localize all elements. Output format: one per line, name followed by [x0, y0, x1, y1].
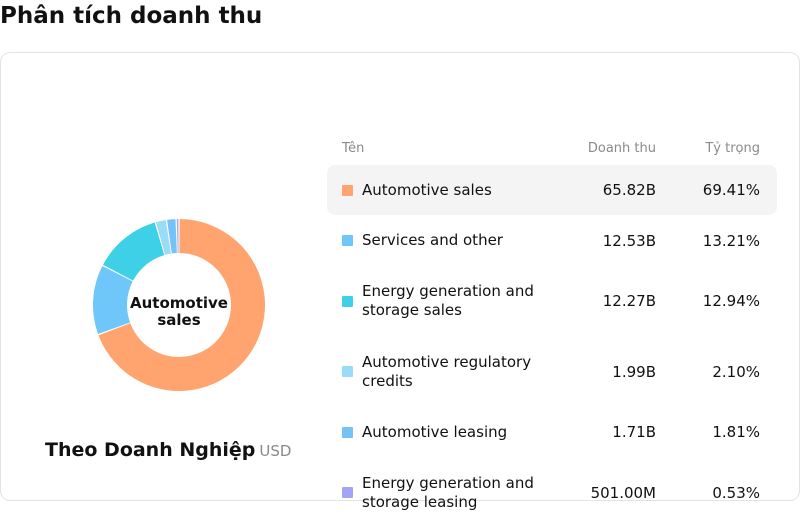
legend-swatch: [342, 487, 353, 498]
legend-swatch: [342, 295, 353, 307]
row-share: 0.53%: [712, 483, 760, 502]
legend-swatch: [342, 184, 353, 196]
donut-slice[interactable]: [167, 219, 177, 254]
table-row[interactable]: Automotive sales 65.82B 69.41%: [327, 165, 777, 215]
donut-slice[interactable]: [176, 219, 179, 254]
donut-chart: Automotive sales: [89, 213, 269, 398]
table-body: Automotive sales 65.82B 69.41% Services and…: [327, 165, 777, 528]
page-title: Phân tích doanh thu: [0, 3, 263, 29]
revenue-card: Automotive sales Theo Doanh Nghiệp USD Tê…: [0, 52, 800, 511]
table-row[interactable]: Energy generation and storage leasing 501…: [327, 457, 777, 528]
revenue-table: Tên Doanh thu Tỷ trọng Automotive sales 6…: [327, 139, 777, 528]
donut-svg: [93, 219, 265, 391]
header-share: Tỷ trọng: [705, 141, 760, 156]
row-name: Energy generation and storage sales: [362, 282, 534, 319]
row-share: 69.41%: [702, 181, 760, 199]
row-revenue: 1.99B: [612, 362, 656, 381]
donut-slice[interactable]: [155, 220, 171, 255]
table-row[interactable]: Automotive regulatory credits 1.99B 2.10%: [327, 336, 777, 407]
caption-title: Theo Doanh Nghiệp: [45, 439, 256, 461]
donut-slice[interactable]: [93, 265, 133, 334]
legend-swatch: [342, 366, 353, 377]
row-revenue: 12.27B: [602, 292, 656, 310]
row-name: Automotive sales: [362, 180, 492, 199]
header-name: Tên: [342, 141, 365, 156]
donut-slice[interactable]: [98, 219, 265, 391]
chart-caption: Theo Doanh Nghiệp USD: [45, 439, 291, 461]
row-share: 12.94%: [702, 292, 760, 310]
legend-swatch: [342, 235, 353, 246]
legend-swatch: [342, 426, 353, 438]
table-row[interactable]: Automotive leasing 1.71B 1.81%: [327, 407, 777, 457]
row-revenue: 501.00M: [590, 483, 656, 502]
row-share: 2.10%: [712, 362, 760, 381]
row-revenue: 65.82B: [602, 181, 656, 199]
header-revenue: Doanh thu: [587, 141, 656, 156]
caption-unit: USD: [259, 442, 292, 460]
row-share: 1.81%: [712, 423, 760, 441]
donut-slice[interactable]: [102, 222, 165, 281]
donut-center-label: Automotive sales: [130, 294, 228, 329]
row-name: Automotive leasing: [362, 422, 508, 441]
table-header: Tên Doanh thu Tỷ trọng: [327, 139, 777, 165]
row-name: Energy generation and storage leasing: [362, 473, 534, 511]
row-name: Automotive regulatory credits: [362, 352, 532, 390]
row-name: Services and other: [362, 231, 503, 249]
row-share: 13.21%: [702, 231, 760, 250]
row-revenue: 12.53B: [602, 231, 656, 250]
row-revenue: 1.71B: [612, 423, 656, 441]
table-row[interactable]: Services and other 12.53B 13.21%: [327, 215, 777, 266]
table-row[interactable]: Energy generation and storage sales 12.27…: [327, 266, 777, 336]
